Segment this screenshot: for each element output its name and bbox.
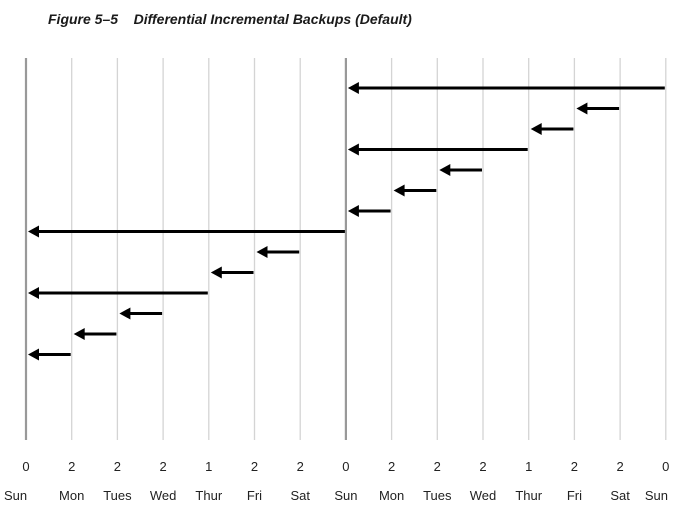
day-label: Tues bbox=[423, 488, 452, 503]
day-label: Mon bbox=[59, 488, 84, 503]
day-label: Sat bbox=[610, 488, 630, 503]
backup-level-label: 2 bbox=[388, 459, 395, 474]
day-label: Sun bbox=[645, 488, 668, 503]
backup-arrow bbox=[210, 266, 254, 279]
backup-level-label: 2 bbox=[616, 459, 623, 474]
backup-arrow bbox=[347, 82, 665, 94]
backup-level-label: 2 bbox=[114, 459, 121, 474]
backup-arrow bbox=[439, 164, 482, 176]
day-label: Fri bbox=[247, 488, 262, 503]
figure-caption: Figure 5–5 Differential Incremental Back… bbox=[48, 11, 412, 27]
backup-arrow bbox=[73, 328, 117, 340]
backup-level-label: 2 bbox=[251, 459, 258, 474]
backup-arrow bbox=[256, 246, 300, 258]
day-label: Mon bbox=[379, 488, 404, 503]
day-gridlines bbox=[24, 58, 667, 440]
backup-level-label: 0 bbox=[662, 459, 669, 474]
backup-arrow bbox=[576, 102, 620, 115]
backup-level-label: 0 bbox=[22, 459, 29, 474]
backup-level-labels: 0 2 2 2 1 2 2 0 2 2 2 1 2 2 0 bbox=[22, 459, 669, 474]
backup-level-label: 2 bbox=[571, 459, 578, 474]
day-label: Thur bbox=[195, 488, 222, 503]
day-label: Sun bbox=[334, 488, 357, 503]
backup-level-label: 2 bbox=[434, 459, 441, 474]
day-label: Sun bbox=[4, 488, 27, 503]
day-label: Sat bbox=[290, 488, 310, 503]
day-label: Wed bbox=[470, 488, 497, 503]
backup-arrow bbox=[119, 307, 163, 320]
backup-arrow bbox=[347, 205, 391, 217]
backup-arrow bbox=[28, 287, 208, 299]
backup-arrow bbox=[28, 348, 71, 361]
backup-arrows bbox=[28, 82, 665, 361]
backup-arrow bbox=[530, 123, 574, 135]
day-label: Wed bbox=[150, 488, 177, 503]
backup-arrow bbox=[393, 184, 437, 197]
day-labels: Sun Mon Tues Wed Thur Fri Sat Sun Mon Tues Wed Thur… bbox=[4, 488, 668, 503]
backup-level-label: 2 bbox=[159, 459, 166, 474]
day-label: Tues bbox=[103, 488, 132, 503]
backup-level-label: 2 bbox=[479, 459, 486, 474]
day-label: Fri bbox=[567, 488, 582, 503]
backup-arrow bbox=[28, 225, 345, 238]
backup-level-label: 0 bbox=[342, 459, 349, 474]
backup-level-label: 2 bbox=[68, 459, 75, 474]
backup-arrow bbox=[347, 143, 528, 156]
backup-level-label: 2 bbox=[297, 459, 304, 474]
backup-level-label: 1 bbox=[525, 459, 532, 474]
backup-level-label: 1 bbox=[205, 459, 212, 474]
day-label: Thur bbox=[515, 488, 542, 503]
